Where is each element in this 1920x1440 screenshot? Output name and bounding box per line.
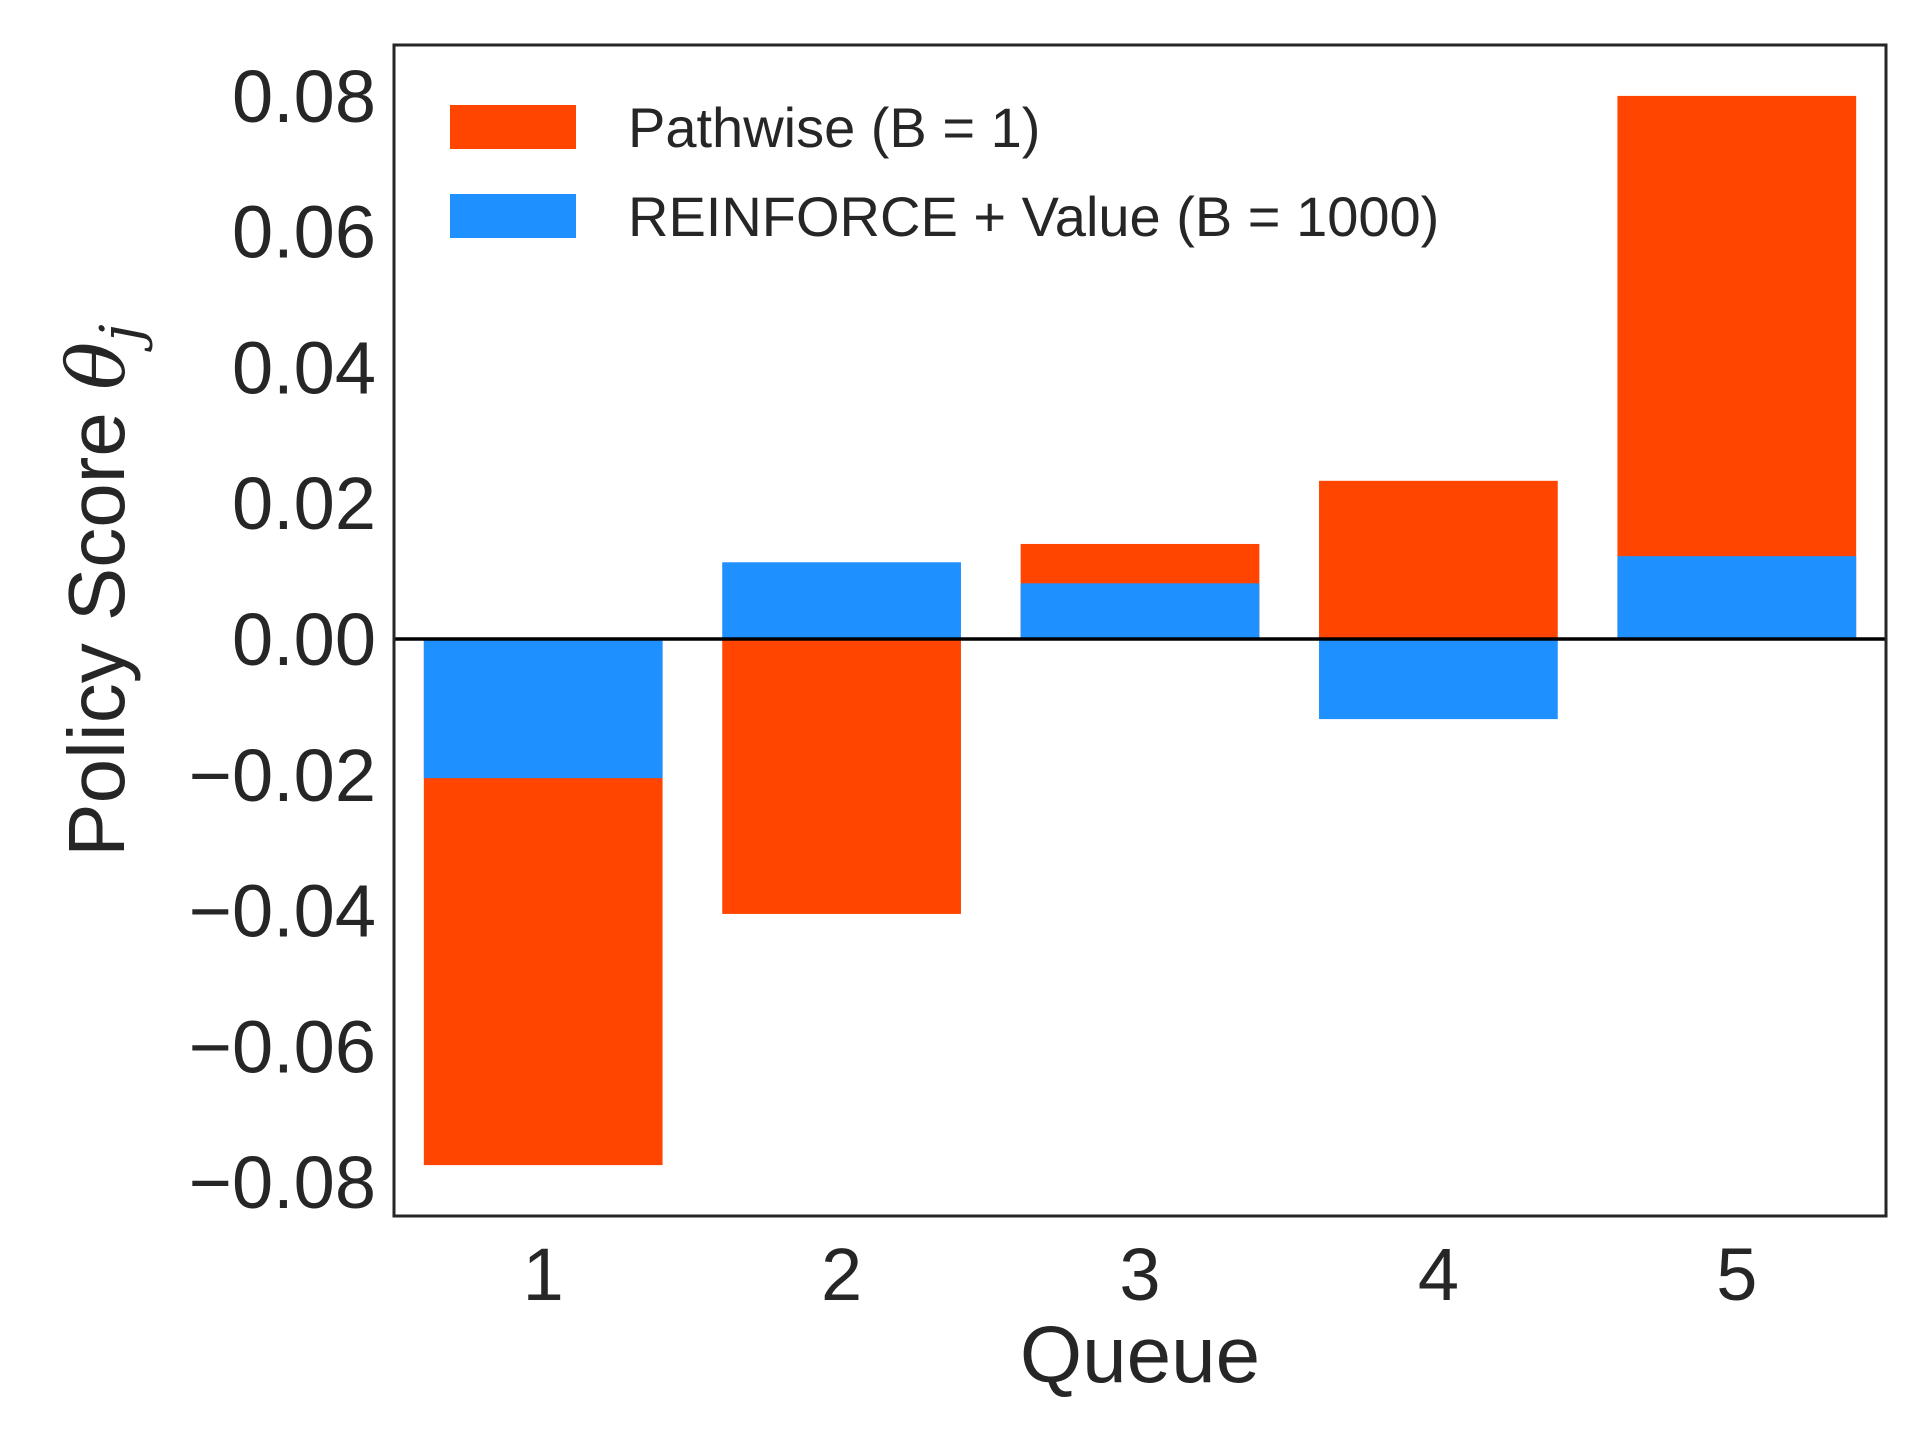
y-axis-label-symbol: θ <box>50 342 143 390</box>
y-tick-label: 0.02 <box>232 462 376 545</box>
x-axis-label: Queue <box>1020 1310 1260 1399</box>
y-tick-label: 0.06 <box>232 191 376 274</box>
plot-frame <box>392 43 1888 1218</box>
x-tick-label: 4 <box>1418 1233 1459 1316</box>
bars-layer <box>423 95 1857 1166</box>
y-tick-label: 0.00 <box>232 598 376 681</box>
y-tick-label: −0.04 <box>189 870 376 953</box>
legend-swatch-pathwise <box>450 105 576 149</box>
y-axis-label-text: Policy Score <box>52 390 141 857</box>
bar-reinforce-queue-5 <box>1617 556 1857 639</box>
legend-label-reinforce: REINFORCE + Value (B = 1000) <box>628 185 1439 248</box>
y-tick-labels: 0.08 0.06 0.04 0.02 0.00 −0.02 −0.04 −0.06 −0.08 <box>189 55 376 1224</box>
x-tick-label: 3 <box>1119 1233 1160 1316</box>
legend-label-pathwise: Pathwise (B = 1) <box>628 96 1040 159</box>
x-tick-label: 5 <box>1716 1233 1757 1316</box>
y-tick-label: 0.04 <box>232 326 376 409</box>
bar-reinforce-queue-1 <box>423 638 663 779</box>
y-tick-label: −0.02 <box>189 734 376 817</box>
legend-swatch-reinforce <box>450 194 576 238</box>
y-tick-label: 0.08 <box>232 55 376 138</box>
x-tick-label: 1 <box>523 1233 564 1316</box>
y-tick-label: −0.06 <box>189 1005 376 1088</box>
x-tick-labels: 1 2 3 4 5 <box>523 1233 1758 1316</box>
y-axis-label: Policy Score θj <box>50 324 154 856</box>
y-tick-label: −0.08 <box>189 1141 376 1224</box>
x-tick-label: 2 <box>821 1233 862 1316</box>
bar-reinforce-queue-4 <box>1319 638 1558 720</box>
legend: Pathwise (B = 1) REINFORCE + Value (B = … <box>450 96 1439 248</box>
bar-pathwise-queue-4 <box>1319 480 1558 639</box>
bar-pathwise-queue-2 <box>722 638 961 914</box>
bar-pathwise-queue-5 <box>1617 95 1857 639</box>
bar-reinforce-queue-2 <box>722 562 961 639</box>
bar-reinforce-queue-3 <box>1020 583 1260 639</box>
